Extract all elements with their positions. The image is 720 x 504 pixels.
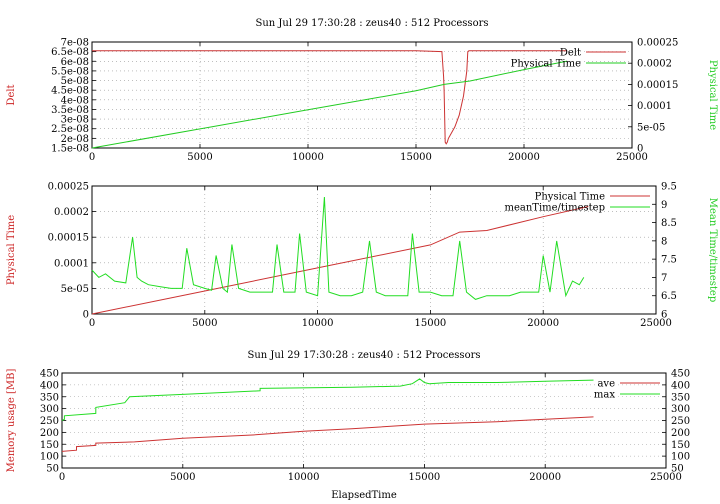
series-line-delt [92, 50, 568, 145]
x-tick-label: 15000 [400, 152, 432, 163]
y2-tick-label: 300 [671, 404, 690, 415]
x-tick-label: 20000 [527, 318, 559, 329]
x-tick-label: 10000 [288, 472, 320, 483]
y-tick-label: 6e-08 [61, 57, 89, 68]
y2-tick-label: 5e-05 [637, 122, 665, 133]
y2-tick-label: 9.5 [661, 182, 677, 193]
series-line-meantime-timestep [91, 196, 585, 300]
y-tick-label: 150 [40, 440, 59, 451]
y-tick-label: 250 [40, 416, 59, 427]
legend-label: Delt [560, 48, 581, 59]
plot-frame [91, 185, 657, 315]
x-tick-label: 25000 [650, 472, 682, 483]
y2-tick-label: 250 [671, 416, 690, 427]
y2-tick-label: 8.5 [661, 218, 677, 229]
y2-tick-label: 0.00015 [637, 80, 678, 91]
y-tick-label: 350 [40, 392, 59, 403]
y2-tick-label: 150 [671, 440, 690, 451]
y2-tick-label: 6.5 [661, 291, 677, 302]
y-tick-label: 5e-08 [61, 76, 89, 87]
y-tick-label: 5.5e-08 [51, 66, 89, 77]
y2-tick-label: 350 [671, 392, 690, 403]
chart-title: Sun Jul 29 17:30:28 : zeus40 : 512 Proce… [248, 350, 481, 361]
y-tick-label: 3e-08 [61, 115, 89, 126]
y-tick-label: 5e-05 [61, 284, 89, 295]
y-tick-label: 0 [83, 310, 89, 321]
y-axis-label: Memory usage [MB] [6, 369, 17, 473]
y-tick-label: 3.5e-08 [51, 105, 89, 116]
legend-label: meanTime/timestep [504, 203, 605, 214]
y-tick-label: 300 [40, 404, 59, 415]
x-tick-label: 0 [89, 152, 95, 163]
series-line-ave [61, 416, 594, 452]
y-tick-label: 2e-08 [61, 134, 89, 145]
series-line-physical-time [91, 60, 568, 149]
y-tick-label: 4e-08 [61, 95, 89, 106]
y2-tick-label: 6 [661, 310, 667, 321]
y2-tick-label: 8 [661, 236, 667, 247]
x-tick-label: 5000 [192, 318, 217, 329]
y-tick-label: 0.00015 [48, 233, 89, 244]
y-tick-label: 100 [40, 452, 59, 463]
legend-label: Physical Time [511, 59, 581, 70]
legend-label: ave [597, 379, 615, 390]
x-tick-label: 25000 [616, 152, 648, 163]
y2-tick-label: 0.0001 [637, 101, 672, 112]
legend-label: max [594, 390, 615, 401]
y2-axis-label: Mean Time/timestep [707, 198, 718, 302]
y2-tick-label: 200 [671, 428, 690, 439]
y-tick-label: 7e-08 [61, 38, 89, 49]
y-axis-label: Delt [6, 84, 17, 105]
x-tick-label: 25000 [640, 318, 672, 329]
x-tick-label: 5000 [187, 152, 212, 163]
y-tick-label: 400 [40, 380, 59, 391]
y2-tick-label: 100 [671, 452, 690, 463]
y2-tick-label: 400 [671, 380, 690, 391]
y-tick-label: 0.00025 [48, 182, 89, 193]
y-tick-label: 1.5e-08 [51, 144, 89, 155]
x-tick-label: 15000 [408, 472, 440, 483]
series-line-max [61, 378, 594, 421]
x-tick-label: 10000 [292, 152, 324, 163]
series-line-physical-time [91, 206, 589, 315]
y2-tick-label: 0.0002 [637, 59, 672, 70]
y2-tick-label: 7 [661, 273, 667, 284]
x-tick-label: 15000 [414, 318, 446, 329]
y-tick-label: 4.5e-08 [51, 86, 89, 97]
x-tick-label: 0 [89, 318, 95, 329]
y2-tick-label: 0 [637, 144, 643, 155]
y-axis-label: Physical Time [6, 215, 17, 285]
y2-tick-label: 9 [661, 200, 667, 211]
y-tick-label: 50 [46, 464, 59, 475]
physical-time-meantime-panel: 0 5000 10000 15000 20000 25000 0 5e-05 0.0001 0.0… [6, 182, 718, 330]
memory-usage-panel: 0 5000 10000 15000 20000 25000501001502002503… [6, 350, 690, 501]
y-tick-label: 200 [40, 428, 59, 439]
y-tick-label: 6.5e-08 [51, 47, 89, 58]
y2-tick-label: 0.00025 [637, 38, 678, 49]
y-tick-label: 0.0001 [54, 258, 89, 269]
delt-physical-time-panel: 0 5000 10000 15000 20000 25000 1.5e-082e-082.5… [6, 18, 718, 163]
y2-tick-label: 7.5 [661, 255, 677, 266]
y-tick-label: 450 [40, 369, 59, 380]
y-tick-label: 2.5e-08 [51, 124, 89, 135]
x-tick-label: 20000 [529, 472, 561, 483]
y2-tick-label: 450 [671, 369, 690, 380]
x-tick-label: 20000 [508, 152, 540, 163]
y2-axis-label: Physical Time [707, 60, 718, 130]
y2-tick-label: 50 [671, 464, 684, 475]
y-tick-label: 0.0002 [54, 207, 89, 218]
plot-frame [91, 41, 633, 149]
x-axis-label: ElapsedTime [331, 490, 397, 501]
legend-label: Physical Time [535, 192, 605, 203]
chart-title: Sun Jul 29 17:30:28 : zeus40 : 512 Proce… [256, 18, 489, 29]
x-tick-label: 0 [59, 472, 65, 483]
x-tick-label: 5000 [170, 472, 195, 483]
x-tick-label: 10000 [302, 318, 334, 329]
